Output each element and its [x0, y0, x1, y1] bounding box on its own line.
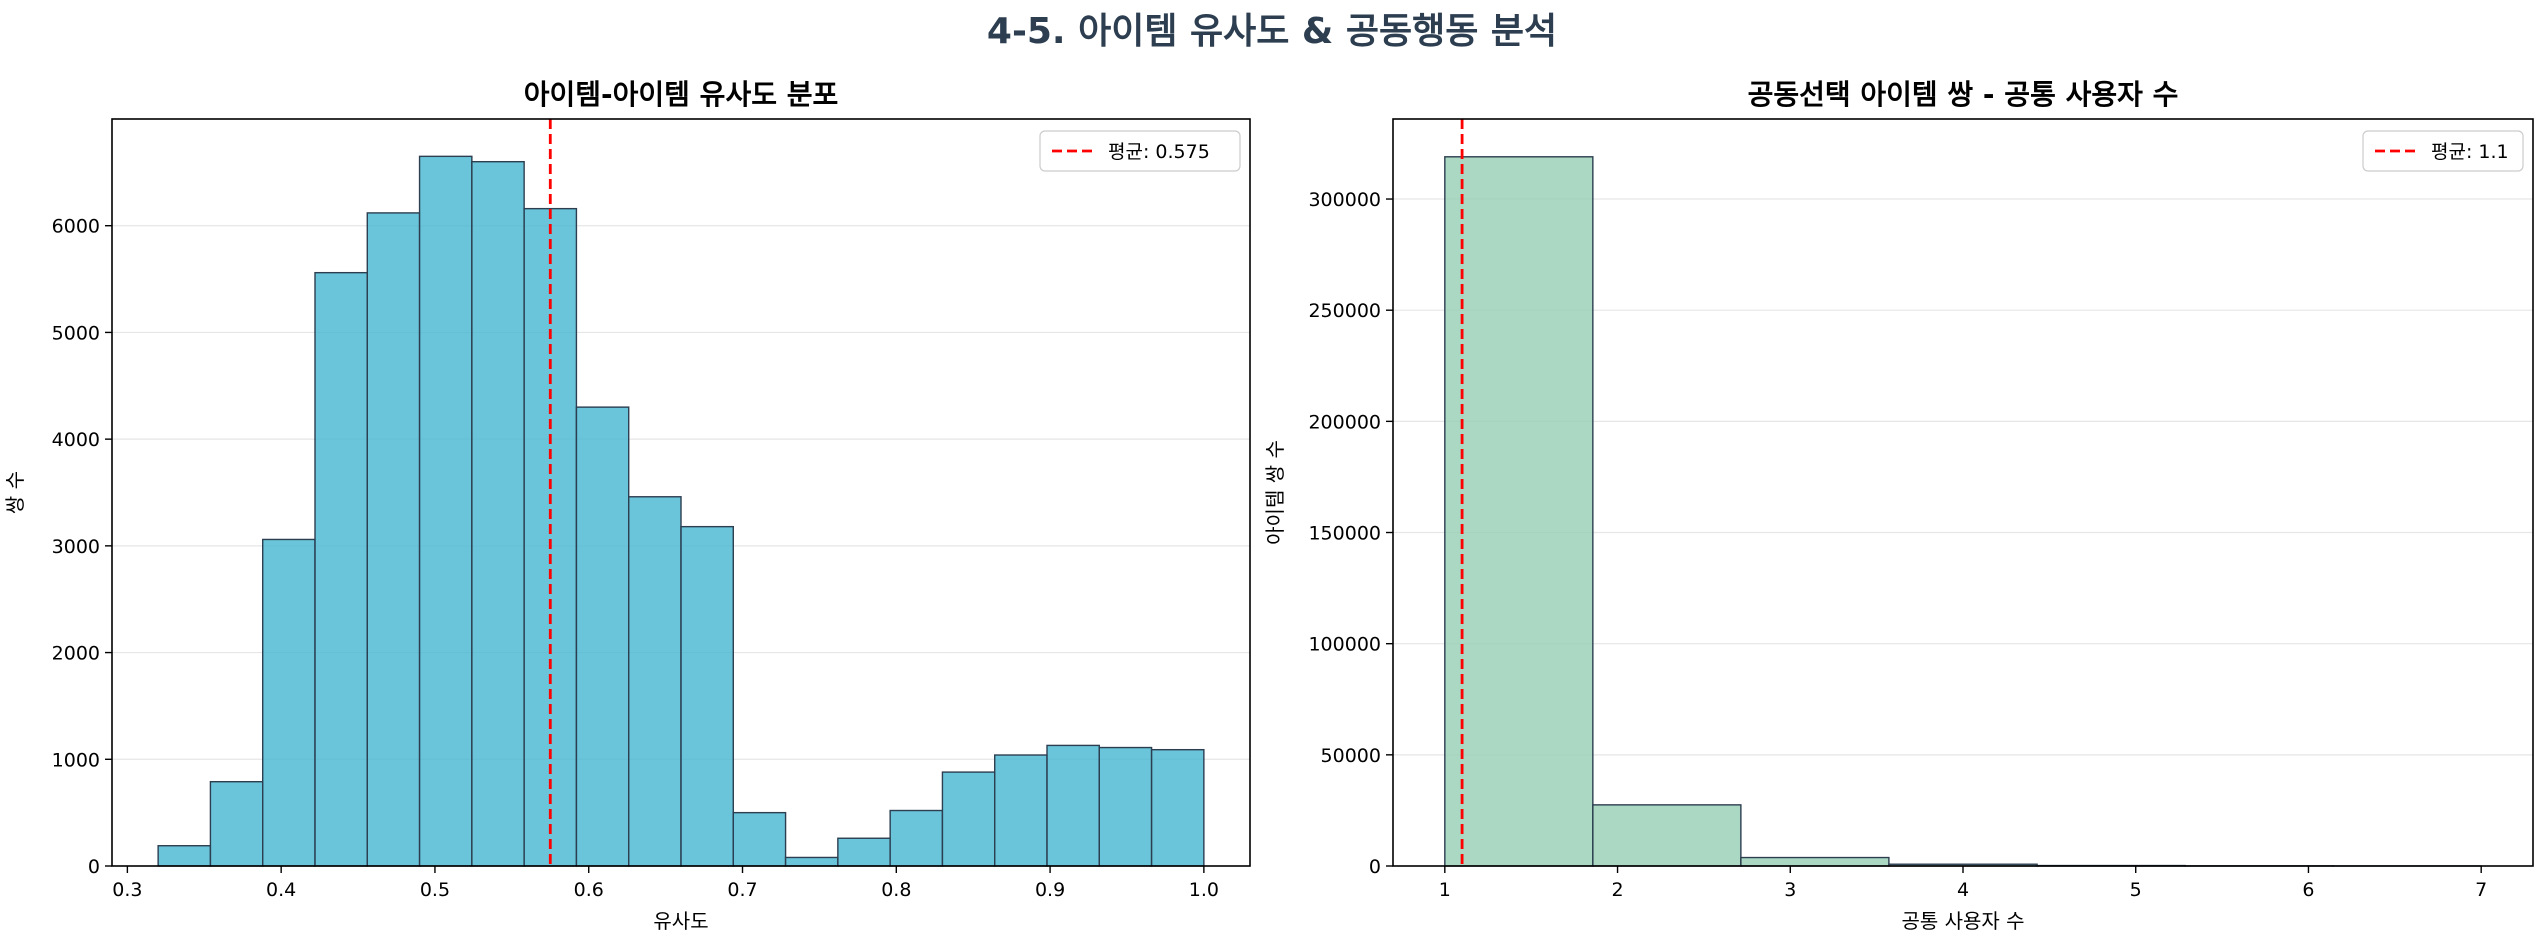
histogram-bar	[263, 539, 315, 866]
y-tick-label: 50000	[1321, 745, 1381, 767]
histogram-bar	[890, 811, 942, 866]
x-tick-label: 0.4	[266, 879, 296, 901]
histogram-bar	[942, 772, 994, 866]
histogram-bar	[1593, 805, 1741, 866]
legend: 평균: 0.575	[1040, 131, 1240, 171]
common-users-histogram-panel: 1 2 3 4 5 6 7 0 50000 100000 150000 200000 250000 300…	[1263, 78, 2533, 933]
x-tick-label: 5	[2130, 879, 2142, 901]
y-axis-label: 아이템 쌍 수	[1263, 440, 1287, 545]
y-tick-label: 200000	[1308, 411, 1381, 433]
histogram-bar	[367, 213, 419, 866]
histogram-bar	[681, 527, 733, 866]
x-axis-label: 공통 사용자 수	[1901, 909, 2024, 933]
histogram-bar	[472, 162, 524, 866]
histogram-bar	[315, 273, 367, 866]
legend: 평균: 1.1	[2363, 131, 2523, 171]
histogram-bar	[1152, 750, 1204, 866]
histogram-bar	[995, 755, 1047, 866]
histogram-bar	[210, 782, 262, 866]
chart-title: 아이템-아이템 유사도 분포	[524, 78, 838, 111]
y-axis-label: 쌍 수	[3, 471, 27, 514]
x-tick-label: 0.6	[574, 879, 604, 901]
y-tick-label: 2000	[52, 643, 100, 665]
legend-label: 평균: 1.1	[2431, 141, 2509, 163]
x-axis-label: 유사도	[653, 909, 708, 933]
histogram-bar	[576, 407, 628, 866]
x-tick-label: 3	[1784, 879, 1796, 901]
chart-title: 공동선택 아이템 쌍 - 공통 사용자 수	[1748, 78, 2179, 111]
histogram-bar	[733, 813, 785, 866]
x-tick-label: 1	[1439, 879, 1451, 901]
x-tick-label: 4	[1957, 879, 1969, 901]
figure-suptitle: 4-5. 아이템 유사도 & 공동행동 분석	[987, 11, 1557, 52]
x-tick-label: 7	[2475, 879, 2487, 901]
x-tick-label: 0.7	[727, 879, 757, 901]
histogram-bar	[1445, 157, 1593, 866]
y-tick-label: 100000	[1308, 634, 1381, 656]
histogram-bar	[1741, 858, 1889, 866]
y-tick-label: 3000	[52, 536, 100, 558]
x-tick-label: 0.9	[1035, 879, 1065, 901]
histogram-bar	[786, 857, 838, 866]
x-tick-label: 0.5	[420, 879, 450, 901]
histogram-bar	[1099, 748, 1151, 866]
x-tick-label: 1.0	[1189, 879, 1219, 901]
y-tick-label: 5000	[52, 322, 100, 344]
histogram-bar	[1047, 745, 1099, 866]
y-tick-label: 0	[88, 856, 100, 878]
histogram-bar	[838, 838, 890, 866]
x-tick-label: 2	[1611, 879, 1623, 901]
y-tick-label: 0	[1369, 856, 1381, 878]
y-tick-label: 6000	[52, 216, 100, 238]
y-tick-label: 1000	[52, 749, 100, 771]
similarity-histogram-panel: 0.3 0.4 0.5 0.6 0.7 0.8 0.9 1.0 0 1000 2000 3000 400…	[3, 78, 1250, 933]
legend-label: 평균: 0.575	[1108, 141, 1210, 163]
y-tick-label: 4000	[52, 429, 100, 451]
histogram-bar	[158, 846, 210, 866]
y-tick-label: 150000	[1308, 523, 1381, 545]
y-tick-label: 250000	[1308, 300, 1381, 322]
x-tick-label: 0.3	[112, 879, 142, 901]
y-tick-label: 300000	[1308, 189, 1381, 211]
x-tick-label: 6	[2302, 879, 2314, 901]
x-tick-label: 0.8	[881, 879, 911, 901]
histogram-bar	[629, 497, 681, 866]
histogram-bar	[420, 156, 472, 866]
